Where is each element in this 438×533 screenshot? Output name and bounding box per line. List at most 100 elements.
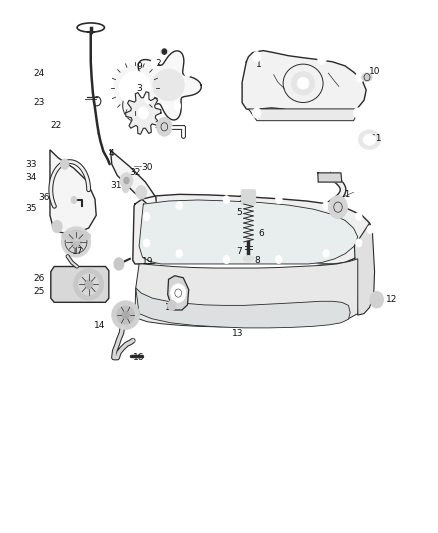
Ellipse shape: [359, 131, 380, 149]
Circle shape: [143, 239, 150, 247]
Circle shape: [52, 221, 62, 233]
Text: 16: 16: [133, 353, 145, 362]
Circle shape: [171, 284, 186, 302]
Circle shape: [370, 292, 383, 308]
Circle shape: [367, 225, 374, 234]
Text: 31: 31: [110, 181, 122, 190]
Polygon shape: [242, 51, 366, 119]
Text: 9: 9: [136, 62, 142, 71]
Polygon shape: [136, 51, 201, 120]
Text: 36: 36: [38, 193, 49, 202]
Circle shape: [184, 69, 191, 77]
Text: 20: 20: [239, 196, 250, 205]
Text: 27: 27: [155, 122, 166, 130]
Circle shape: [356, 72, 364, 82]
Text: 4: 4: [109, 149, 115, 158]
Polygon shape: [318, 173, 342, 182]
Circle shape: [168, 300, 176, 311]
Circle shape: [151, 59, 158, 67]
Polygon shape: [168, 276, 189, 310]
Polygon shape: [133, 195, 372, 264]
Text: 5: 5: [237, 208, 242, 217]
Text: 7: 7: [237, 247, 242, 256]
Circle shape: [174, 102, 180, 110]
Text: 24: 24: [33, 69, 45, 78]
Text: 6: 6: [258, 229, 264, 238]
Polygon shape: [248, 109, 360, 120]
Circle shape: [253, 52, 261, 62]
Text: 34: 34: [25, 173, 37, 182]
Circle shape: [136, 185, 147, 199]
Text: 17: 17: [72, 247, 84, 256]
Ellipse shape: [153, 69, 184, 101]
Ellipse shape: [85, 280, 93, 289]
Circle shape: [223, 196, 230, 204]
Text: 35: 35: [25, 204, 37, 213]
Text: 22: 22: [51, 122, 62, 130]
Text: 26: 26: [33, 274, 45, 283]
Circle shape: [114, 258, 124, 270]
Circle shape: [157, 118, 172, 136]
Ellipse shape: [122, 182, 129, 193]
Text: 25: 25: [33, 287, 45, 296]
Text: 14: 14: [93, 321, 105, 330]
Ellipse shape: [112, 301, 139, 329]
Polygon shape: [126, 92, 161, 134]
Ellipse shape: [119, 71, 151, 106]
Polygon shape: [51, 266, 109, 302]
Circle shape: [223, 255, 230, 264]
Circle shape: [71, 196, 77, 204]
Ellipse shape: [363, 134, 376, 145]
Circle shape: [323, 249, 329, 258]
Circle shape: [138, 107, 148, 119]
Circle shape: [318, 54, 326, 64]
Circle shape: [176, 249, 183, 258]
Polygon shape: [139, 200, 358, 264]
Ellipse shape: [117, 306, 134, 324]
Ellipse shape: [122, 311, 130, 319]
Ellipse shape: [114, 66, 156, 111]
Text: 21: 21: [339, 190, 351, 199]
Circle shape: [253, 108, 261, 118]
Text: 33: 33: [25, 160, 37, 168]
Ellipse shape: [297, 77, 309, 89]
Circle shape: [276, 196, 282, 204]
Text: 19: 19: [142, 257, 153, 266]
Circle shape: [323, 201, 329, 210]
Ellipse shape: [161, 49, 168, 55]
Text: 18: 18: [165, 303, 177, 312]
Polygon shape: [135, 259, 358, 327]
Circle shape: [355, 212, 362, 221]
Text: 11: 11: [371, 134, 382, 143]
Ellipse shape: [292, 72, 314, 95]
Ellipse shape: [62, 227, 90, 257]
Ellipse shape: [71, 236, 81, 247]
Circle shape: [276, 255, 282, 264]
Circle shape: [353, 108, 362, 118]
Text: 1: 1: [256, 60, 262, 69]
Text: 23: 23: [33, 98, 45, 107]
Polygon shape: [110, 150, 157, 213]
FancyBboxPatch shape: [241, 190, 256, 204]
Polygon shape: [136, 288, 350, 328]
Polygon shape: [50, 150, 96, 235]
Circle shape: [60, 159, 69, 169]
Ellipse shape: [78, 273, 99, 295]
Circle shape: [329, 196, 347, 219]
Circle shape: [124, 177, 129, 183]
Circle shape: [143, 212, 150, 221]
Text: 2: 2: [155, 59, 161, 68]
Circle shape: [145, 95, 152, 103]
Ellipse shape: [362, 73, 372, 81]
Text: 13: 13: [232, 328, 244, 337]
Circle shape: [120, 173, 133, 188]
Text: 10: 10: [369, 67, 380, 76]
Circle shape: [355, 239, 362, 247]
Text: 8: 8: [255, 256, 261, 265]
Text: 12: 12: [386, 295, 397, 304]
Ellipse shape: [62, 231, 90, 241]
Polygon shape: [354, 223, 374, 315]
Text: 3: 3: [136, 84, 142, 93]
Circle shape: [176, 201, 183, 210]
Circle shape: [162, 49, 166, 54]
